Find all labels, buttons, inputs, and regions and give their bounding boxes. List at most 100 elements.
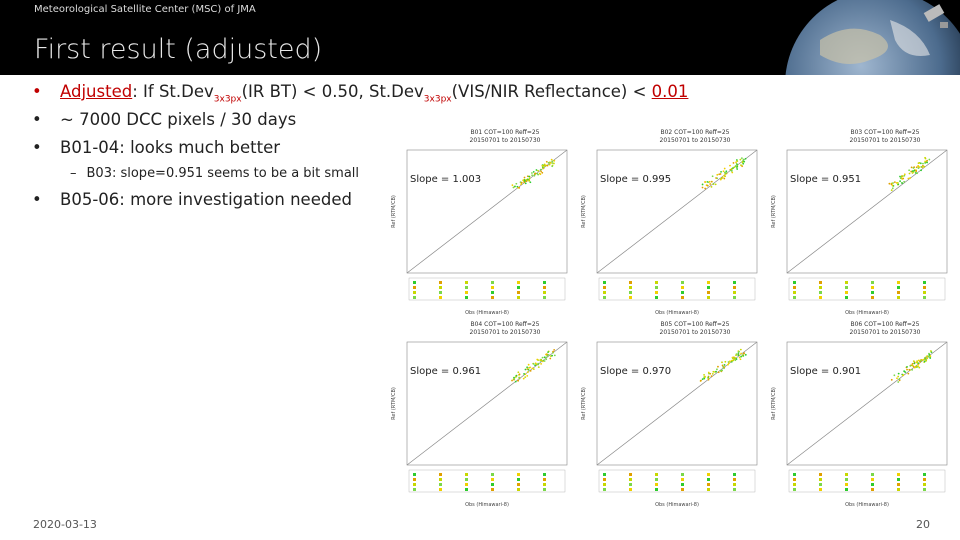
- legend-swatch: [439, 281, 442, 284]
- scatter-dot: [522, 377, 525, 380]
- scatter-dot: [731, 171, 734, 174]
- plot-period: 20150701 to 20150730: [470, 329, 541, 336]
- slope-label: Slope = 1.003: [410, 174, 481, 185]
- legend-swatch: [819, 488, 822, 491]
- legend-swatch: [465, 286, 468, 289]
- legend-swatch: [413, 286, 416, 289]
- legend-swatch: [845, 291, 848, 294]
- plot-period: 20150701 to 20150730: [470, 137, 541, 144]
- plot-period: 20150701 to 20150730: [660, 137, 731, 144]
- legend-swatch: [845, 473, 848, 476]
- legend-swatch: [439, 478, 442, 481]
- scatter-dot: [927, 355, 930, 358]
- legend-swatch: [465, 296, 468, 299]
- scatter-dot: [917, 167, 920, 170]
- scatter-dot: [547, 353, 550, 356]
- scatter-dot: [525, 178, 528, 181]
- scatter-dot: [901, 182, 904, 185]
- legend-swatch: [793, 488, 796, 491]
- scatter-dot: [518, 186, 521, 189]
- scatter-dot: [699, 379, 702, 382]
- scatter-dot: [907, 372, 910, 375]
- plot-title: B06 COT=100 Reff=25: [850, 321, 919, 328]
- legend-swatch: [413, 291, 416, 294]
- scatter-dot: [909, 177, 912, 179]
- scatter-dot: [540, 170, 542, 173]
- scatter-dot: [890, 378, 893, 381]
- scatter-dot: [890, 183, 893, 186]
- scatter-dot: [518, 373, 521, 376]
- legend-swatch: [707, 478, 710, 481]
- scatter-dot: [537, 173, 540, 176]
- legend-swatch: [655, 478, 658, 481]
- scatter-dot: [732, 358, 735, 361]
- legend-swatch: [845, 281, 848, 284]
- legend-swatch: [871, 473, 874, 476]
- legend-swatch: [923, 478, 926, 481]
- legend-swatch: [681, 473, 684, 476]
- scatter-dot: [723, 177, 726, 180]
- scatter-dot: [535, 169, 538, 171]
- scatter-dot: [724, 360, 727, 363]
- slope-label: Slope = 0.961: [410, 366, 481, 377]
- scatter-dot: [740, 157, 743, 160]
- scatter-dot: [703, 376, 706, 379]
- scatter-dot: [926, 357, 929, 360]
- scatter-dot: [730, 167, 733, 170]
- scatter-dot: [701, 378, 704, 381]
- scatter-dot: [736, 160, 739, 163]
- earth-image: [785, 0, 960, 75]
- scatter-dot: [528, 366, 530, 369]
- legend-swatch: [465, 483, 468, 486]
- legend-swatch: [655, 483, 658, 486]
- scatter-dot: [532, 368, 535, 371]
- legend-swatch: [897, 296, 900, 299]
- legend-swatch: [465, 488, 468, 491]
- scatter-dot: [911, 368, 914, 371]
- scatter-dot: [551, 160, 554, 163]
- scatter-dot: [513, 378, 516, 380]
- scatter-dot: [899, 175, 901, 178]
- scatter-dot: [531, 174, 534, 177]
- scatter-dot: [548, 163, 551, 166]
- legend-swatch: [819, 281, 822, 284]
- legend-swatch: [819, 473, 822, 476]
- scatter-dot: [913, 362, 916, 365]
- legend-swatch: [793, 281, 796, 284]
- scatter-dot: [908, 172, 911, 175]
- scatter-dot: [908, 169, 911, 172]
- legend-swatch: [517, 488, 520, 491]
- scatter-dot: [740, 164, 742, 167]
- legend-swatch: [603, 478, 606, 481]
- plot-title: B03 COT=100 Reff=25: [850, 129, 919, 136]
- legend-swatch: [655, 286, 658, 289]
- legend-swatch: [629, 478, 632, 481]
- scatter-dot: [741, 165, 744, 168]
- scatter-dot: [721, 369, 724, 372]
- scatter-dot: [903, 174, 906, 177]
- bullet: • ~ 7000 DCC pixels / 30 days: [32, 110, 297, 129]
- scatter-dot: [733, 166, 736, 169]
- scatter-dot: [707, 371, 710, 374]
- scatter-dot: [899, 180, 901, 183]
- scatter-dot: [512, 186, 515, 189]
- scatter-dot: [547, 161, 550, 164]
- legend-swatch: [733, 296, 736, 299]
- legend-swatch: [923, 286, 926, 289]
- scatter-dot: [710, 185, 713, 188]
- scatter-dot: [721, 361, 723, 364]
- legend-swatch: [491, 483, 494, 486]
- scatter-dot: [723, 171, 726, 174]
- legend-swatch: [819, 296, 822, 299]
- legend-swatch: [603, 296, 606, 299]
- legend-swatch: [629, 296, 632, 299]
- scatter-dot: [542, 167, 545, 170]
- legend-swatch: [465, 473, 468, 476]
- scatter-dot: [731, 356, 734, 359]
- scatter-dot: [737, 352, 740, 355]
- scatter-dot: [893, 181, 896, 184]
- legend-swatch: [871, 478, 874, 481]
- scatter-dot: [903, 173, 906, 176]
- scatter-dot: [528, 180, 530, 182]
- scatter-dot: [721, 176, 724, 179]
